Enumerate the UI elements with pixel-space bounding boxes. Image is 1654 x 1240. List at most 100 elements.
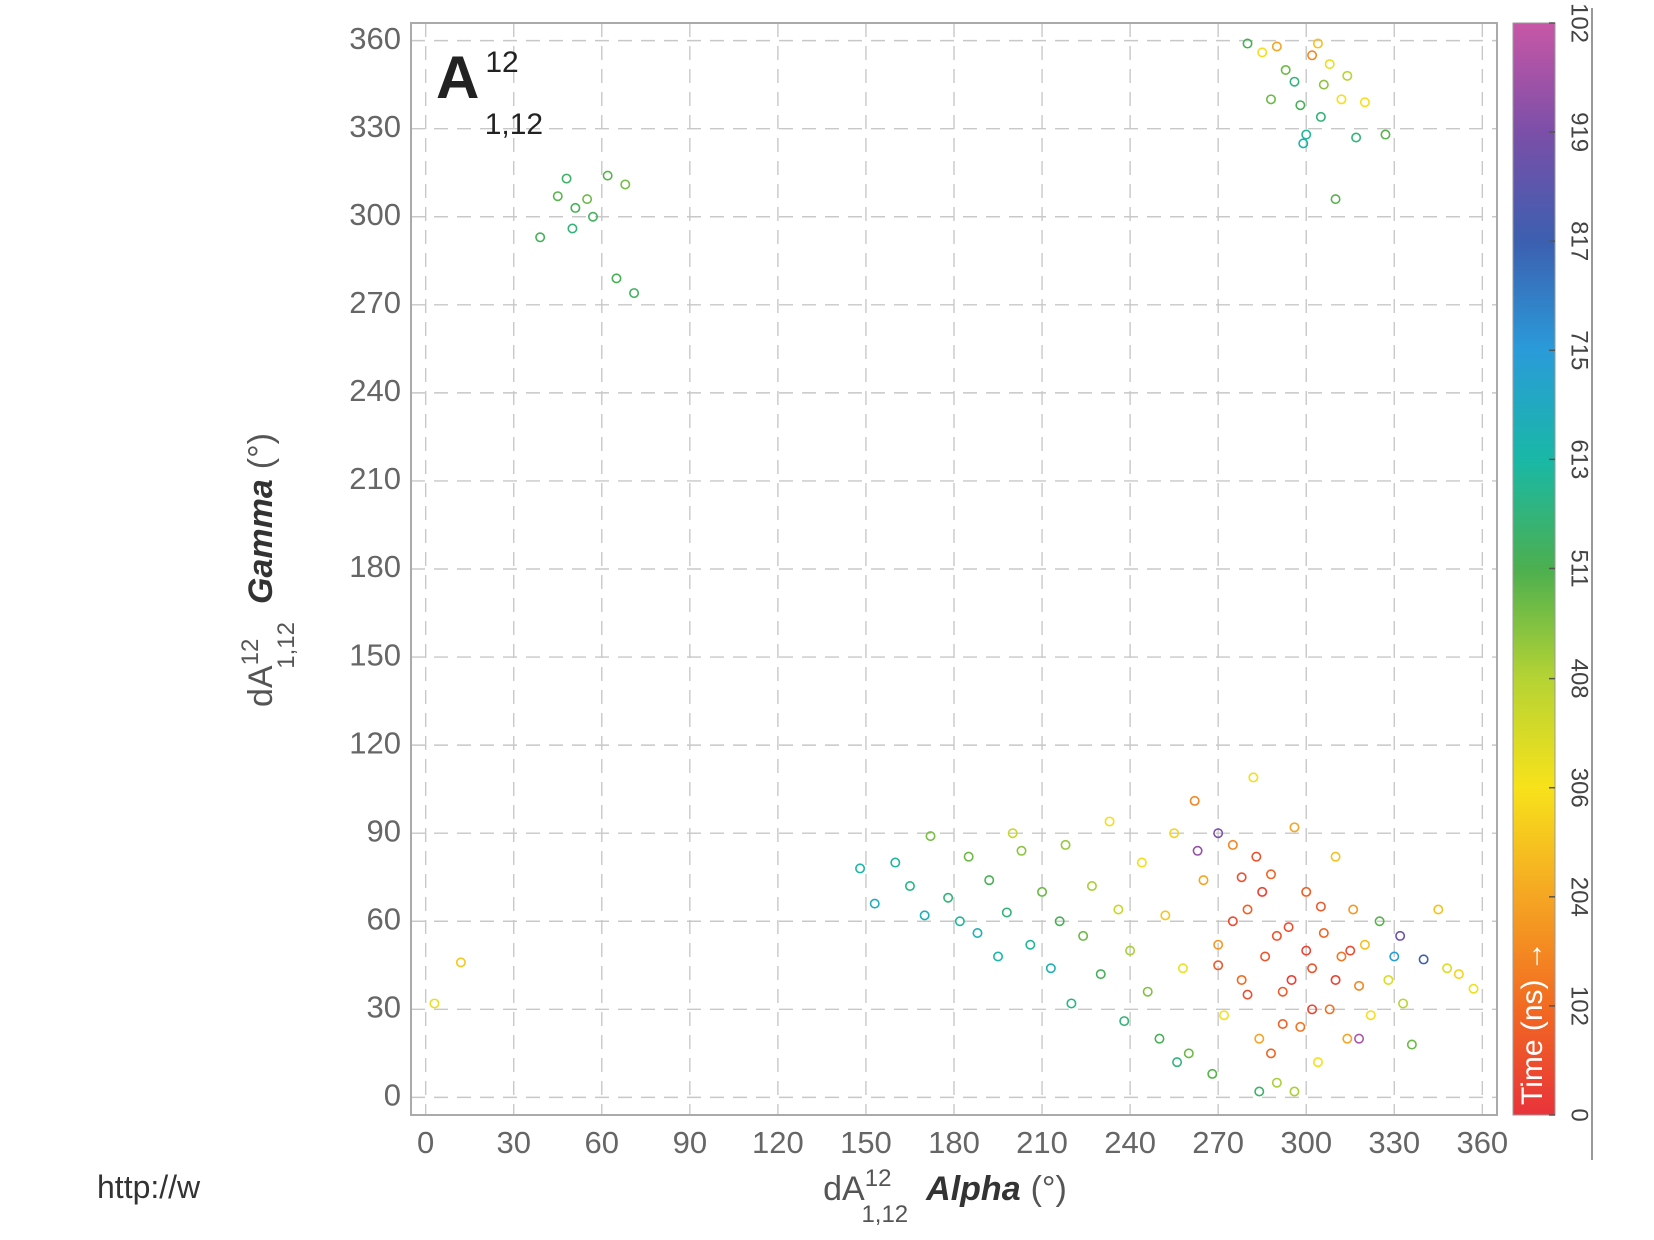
data-point [1254, 1033, 1265, 1044]
x-tick-label: 270 [1192, 1125, 1244, 1160]
axes: 0 30 60 90 120 150 180 210 240 270 300 330 360 0 30 60 9… [349, 21, 1508, 1160]
data-point [1354, 980, 1365, 991]
x-axis-label: dA12 1,12 Alpha (°) [823, 1165, 1067, 1228]
y-tick-label: 180 [349, 549, 401, 584]
data-point [620, 179, 631, 190]
data-point [1283, 922, 1294, 933]
footer-url: http://w [97, 1169, 201, 1205]
data-point [1271, 1077, 1282, 1088]
data-point [1345, 945, 1356, 956]
data-point [455, 957, 466, 968]
data-point [1001, 907, 1012, 918]
y-tick-label: 30 [367, 990, 401, 1025]
colorbar: 0 102 204 306 408 511 613 715 817 919 102 Time (ns)… [1512, 3, 1593, 1160]
data-point [1307, 963, 1318, 974]
x-label-unit: (°) [1031, 1170, 1067, 1208]
data-point [1060, 839, 1071, 850]
y-axis-label: dA12 1,12 Gamma (°) [237, 433, 300, 707]
y-tick-label: 240 [349, 373, 401, 408]
y-tick-label: 300 [349, 197, 401, 232]
data-point [1301, 945, 1312, 956]
data-point [1359, 939, 1370, 950]
data-point [587, 211, 598, 222]
data-point [1271, 41, 1282, 52]
points [429, 38, 1479, 1097]
data-point [1242, 904, 1253, 915]
x-label-prefix: dA [823, 1170, 865, 1208]
data-point [1213, 960, 1224, 971]
x-tick-label: 360 [1456, 1125, 1508, 1160]
colorbar-tick-label: 715 [1566, 330, 1593, 370]
data-point [1265, 1048, 1276, 1059]
data-point [1169, 828, 1180, 839]
y-tick-label: 60 [367, 901, 401, 936]
data-point [1213, 828, 1224, 839]
x-label-sub: 1,12 [861, 1201, 908, 1228]
data-point [1298, 138, 1309, 149]
data-point [1330, 194, 1341, 205]
data-point [943, 892, 954, 903]
data-point [1227, 839, 1238, 850]
colorbar-tick-label: 0 [1566, 1108, 1593, 1121]
data-point [1277, 1018, 1288, 1029]
data-point [1307, 1004, 1318, 1015]
data-point [1242, 989, 1253, 1000]
data-point [1257, 886, 1268, 897]
data-point [1154, 1033, 1165, 1044]
data-point [904, 881, 915, 892]
data-point [1265, 869, 1276, 880]
data-point [1289, 1086, 1300, 1097]
x-tick-label: 30 [496, 1125, 530, 1160]
data-point [1265, 94, 1276, 105]
data-point [535, 232, 546, 243]
data-point [925, 831, 936, 842]
data-point [561, 173, 572, 184]
data-point [1365, 1010, 1376, 1021]
data-point [984, 875, 995, 886]
data-point [1142, 986, 1153, 997]
data-point [1324, 59, 1335, 70]
data-point [1354, 1033, 1365, 1044]
data-point [429, 998, 440, 1009]
data-point [1374, 916, 1385, 927]
data-point [567, 223, 578, 234]
x-tick-label: 240 [1104, 1125, 1156, 1160]
data-point [1257, 47, 1268, 58]
x-tick-label: 330 [1368, 1125, 1420, 1160]
data-point [1227, 916, 1238, 927]
data-point [1433, 904, 1444, 915]
colorbar-tick-label: 511 [1566, 549, 1593, 587]
colorbar-tick-label: 306 [1566, 768, 1593, 808]
data-point [1136, 857, 1147, 868]
data-point [1251, 851, 1262, 862]
data-point [1271, 930, 1282, 941]
colorbar-tick-label: 204 [1566, 877, 1593, 917]
data-point [1383, 974, 1394, 985]
y-label-prefix: dA [242, 665, 280, 707]
data-point [1066, 998, 1077, 1009]
data-point [1289, 76, 1300, 87]
data-point [1312, 38, 1323, 49]
data-point [1336, 94, 1347, 105]
data-point [1078, 930, 1089, 941]
data-point [1442, 963, 1453, 974]
data-point [1189, 795, 1200, 806]
y-label-sub: 1,12 [273, 622, 300, 669]
data-point [1236, 872, 1247, 883]
annotation-sup: 12 [485, 46, 518, 79]
data-point [611, 273, 622, 284]
data-point [1177, 963, 1188, 974]
colorbar-tick-label: 919 [1566, 112, 1593, 152]
data-point [954, 916, 965, 927]
x-tick-label: 150 [840, 1125, 892, 1160]
y-tick-label: 270 [349, 285, 401, 320]
data-point [1380, 129, 1391, 140]
data-point [993, 951, 1004, 962]
data-point [1280, 64, 1291, 75]
colorbar-tick-label: 102 [1566, 986, 1593, 1026]
annotation-sub: 1,12 [485, 108, 543, 141]
data-point [1183, 1048, 1194, 1059]
data-point [1160, 910, 1171, 921]
x-label-sup: 12 [865, 1165, 892, 1192]
